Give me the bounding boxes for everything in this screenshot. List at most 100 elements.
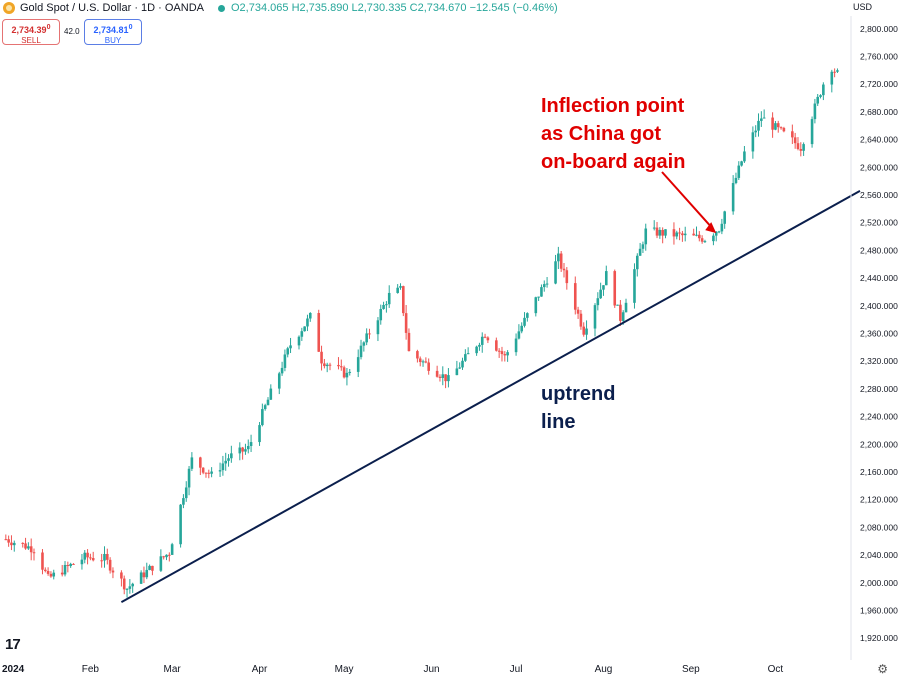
- candle-body: [421, 361, 425, 363]
- candle-body: [714, 231, 718, 236]
- price-axis[interactable]: 2,800.000 2,760.000 2,720.000 2,680.000 2,64…: [850, 16, 898, 660]
- candle-body: [289, 345, 292, 349]
- candle-body: [692, 233, 695, 236]
- candle-body: [435, 370, 439, 377]
- candle-body: [46, 570, 50, 574]
- candle-body: [717, 231, 721, 233]
- candle-body: [540, 287, 543, 297]
- low-value: L2,730.335: [351, 2, 407, 14]
- candle-body: [672, 229, 676, 237]
- candle-body: [230, 453, 233, 459]
- uptrend-line[interactable]: [120, 189, 861, 604]
- buy-button[interactable]: 2,734.810 BUY: [84, 19, 142, 45]
- inflection-annotation-line: as China got: [541, 123, 661, 145]
- candle-body: [438, 376, 442, 378]
- candle-body: [675, 232, 679, 237]
- candle-body: [407, 332, 411, 352]
- candle-body: [695, 234, 698, 236]
- candle-body: [816, 96, 820, 104]
- candle-body: [359, 345, 363, 358]
- sell-button[interactable]: 2,734.390 SELL: [2, 19, 60, 45]
- candle-body: [348, 371, 352, 373]
- candle-body: [723, 211, 726, 224]
- candle-body: [365, 333, 368, 343]
- candle-body: [221, 463, 225, 471]
- candle-body: [184, 487, 188, 499]
- time-tick-label: Aug: [595, 664, 613, 675]
- time-tick-label: Mar: [164, 664, 182, 675]
- candle-body: [830, 71, 834, 85]
- candle-body: [444, 374, 447, 382]
- time-tick-label: Jun: [423, 664, 439, 675]
- price-tick-label: 2,800.000: [860, 24, 898, 34]
- candle-body: [799, 148, 803, 151]
- candle-body: [269, 388, 273, 400]
- price-tick-label: 2,240.000: [860, 412, 898, 422]
- candle-body: [655, 227, 659, 236]
- candle-body: [89, 557, 92, 559]
- candle-body: [762, 117, 766, 119]
- candle-body: [122, 578, 126, 590]
- candle-body: [734, 177, 738, 184]
- candle-body: [458, 367, 461, 369]
- candle-body: [60, 572, 64, 575]
- candle-body: [159, 556, 163, 571]
- inflection-annotation-line: Inflection point: [541, 95, 685, 117]
- candle-body: [424, 361, 428, 363]
- candle-body: [210, 471, 213, 474]
- candle-body: [791, 131, 794, 138]
- candle-body: [621, 312, 625, 321]
- tradingview-logo-icon[interactable]: 17: [5, 636, 21, 653]
- candle-body: [441, 374, 445, 378]
- candle-body: [698, 234, 701, 239]
- candle-body: [599, 289, 602, 299]
- symbol-title[interactable]: Gold Spot / U.S. Dollar · 1D · OANDA: [20, 2, 204, 14]
- candle-body: [27, 546, 30, 549]
- candle-body: [604, 271, 608, 286]
- candle-body: [339, 366, 343, 368]
- candle-body: [151, 565, 154, 571]
- price-tick-label: 2,320.000: [860, 356, 898, 366]
- candle-body: [187, 468, 191, 488]
- buy-price-sup: 0: [128, 24, 133, 31]
- candle-body: [306, 318, 309, 327]
- candle-body: [822, 84, 825, 96]
- candle-body: [833, 71, 836, 73]
- currency-selector[interactable]: USD: [852, 2, 872, 12]
- candle-body: [218, 470, 222, 472]
- candle-body: [41, 552, 44, 570]
- candle-body: [308, 313, 312, 319]
- candle-body: [379, 308, 383, 321]
- buy-label: BUY: [104, 36, 122, 45]
- candle-body: [10, 542, 13, 546]
- candle-body: [337, 364, 340, 367]
- gear-icon[interactable]: ⚙: [877, 662, 888, 676]
- time-axis[interactable]: 2024 Feb Mar Apr May Jun Jul Aug Sep Oct: [2, 664, 783, 675]
- candle-body: [300, 331, 304, 337]
- candle-body: [179, 504, 182, 545]
- candle-body: [263, 405, 267, 410]
- candle-body: [418, 358, 422, 362]
- candle-body: [559, 253, 563, 269]
- candle-body: [635, 255, 639, 270]
- candle-body: [261, 409, 264, 426]
- price-tick-label: 2,680.000: [860, 107, 898, 117]
- candle-body: [145, 569, 149, 578]
- candle-body: [376, 320, 380, 335]
- candle-body: [836, 70, 839, 72]
- candle-body: [131, 583, 134, 587]
- candle-body: [573, 283, 577, 310]
- candle-body: [703, 241, 707, 243]
- price-tick-label: 2,200.000: [860, 439, 898, 449]
- candle-body: [80, 559, 84, 565]
- candle-body: [280, 367, 284, 374]
- candle-body: [743, 151, 746, 162]
- candle-body: [368, 333, 371, 335]
- candle-body: [464, 354, 467, 361]
- candle-body: [576, 309, 580, 314]
- candle-body: [69, 563, 72, 567]
- sell-label: SELL: [21, 36, 41, 45]
- candle-body: [644, 228, 648, 245]
- candle-body: [565, 270, 569, 284]
